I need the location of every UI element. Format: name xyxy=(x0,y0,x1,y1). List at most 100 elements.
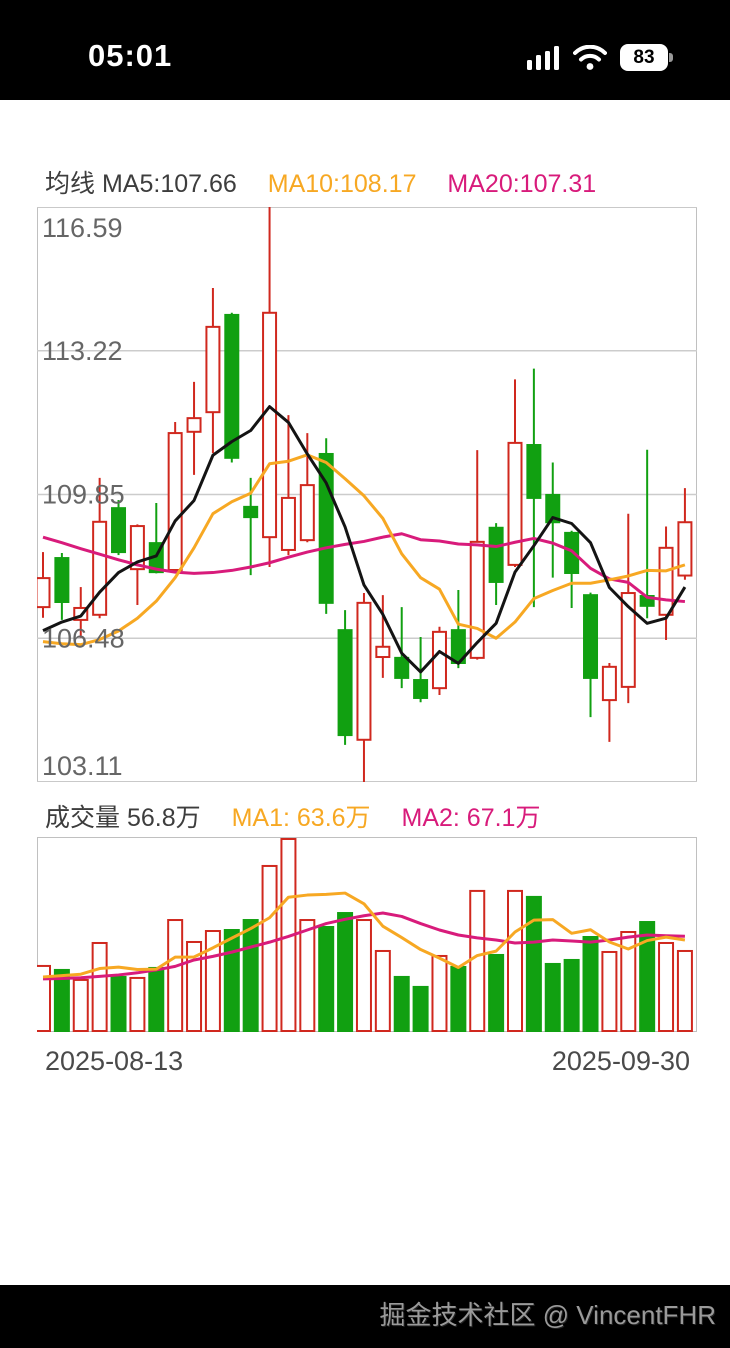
ma20-line xyxy=(42,532,686,604)
volume-bar-down xyxy=(223,929,240,1032)
y-tick-label: 103.11 xyxy=(42,751,123,781)
volume-ma2-value: MA2: 67.1万 xyxy=(401,804,541,832)
volume-bar-down xyxy=(488,953,505,1032)
candle-up xyxy=(167,432,183,572)
volume-svg xyxy=(35,837,697,1033)
candle-down xyxy=(488,526,504,583)
volume-bar-up xyxy=(601,950,618,1032)
volume-bar-up xyxy=(186,940,203,1032)
battery-percent: 83 xyxy=(633,46,655,68)
volume-bar-up xyxy=(167,919,184,1032)
ma10-line xyxy=(42,453,686,647)
candle-down xyxy=(526,444,542,499)
volume-label: 成交量 xyxy=(45,804,121,832)
volume-bar-up xyxy=(72,978,89,1032)
volume-bar-down xyxy=(525,895,542,1033)
watermark: 掘金技术社区 @ VincentFHR xyxy=(379,1300,716,1330)
volume-bar-down xyxy=(393,975,410,1033)
volume-bar-up xyxy=(129,976,146,1033)
candle-down xyxy=(243,505,259,519)
ma10-value: MA10:108.17 xyxy=(267,170,417,198)
volume-ma1-value: MA1: 63.6万 xyxy=(231,804,371,832)
candle-up xyxy=(35,577,51,609)
volume-chart[interactable] xyxy=(35,837,697,1033)
volume-bar-up xyxy=(299,919,316,1032)
signal-icon xyxy=(527,45,559,70)
candle-up xyxy=(431,630,447,690)
candle-up xyxy=(280,496,296,551)
volume-current-value: 56.8万 xyxy=(126,804,201,832)
volume-bar-up xyxy=(676,949,693,1032)
y-tick-label: 116.59 xyxy=(42,213,123,243)
volume-bar-down xyxy=(639,921,656,1032)
volume-bar-up xyxy=(374,949,391,1032)
candle-up xyxy=(658,546,674,616)
volume-bar-down xyxy=(148,966,165,1033)
candle-down xyxy=(583,594,599,679)
candle-up xyxy=(92,520,108,616)
y-tick-label: 109.85 xyxy=(42,480,125,510)
y-tick-label: 113.22 xyxy=(42,336,123,366)
ma5-value: MA5:107.66 xyxy=(101,170,237,198)
candle-up xyxy=(507,441,523,566)
x-axis-labels: 2025-08-13 2025-09-30 xyxy=(45,1046,690,1077)
candle-up xyxy=(620,592,636,688)
candle-up xyxy=(262,311,278,539)
volume-bar-up xyxy=(261,864,278,1033)
candle-up xyxy=(186,417,202,433)
y-axis-labels: 116.59 113.22 109.85 106.48 103.11 xyxy=(42,213,125,781)
candle-down xyxy=(545,493,561,524)
volume-ma1-line xyxy=(42,891,686,979)
candle-up xyxy=(205,325,221,414)
candle-down xyxy=(111,507,127,554)
candle-up xyxy=(677,521,693,577)
x-axis-end-date: 2025-09-30 xyxy=(551,1046,690,1076)
ma20-value: MA20:107.31 xyxy=(447,170,597,198)
candle-up xyxy=(375,645,391,659)
candle-down xyxy=(394,656,410,679)
volume-bar-up xyxy=(91,941,108,1032)
candle-down xyxy=(413,679,429,699)
volume-bars xyxy=(35,838,693,1033)
ma-header: 均线 MA5:107.66 MA10:108.17 MA20:107.31 xyxy=(45,164,596,200)
ma5-line xyxy=(42,405,687,674)
volume-bar-up xyxy=(469,889,486,1033)
volume-bar-up xyxy=(355,919,372,1032)
volume-bar-down xyxy=(582,935,599,1032)
candles xyxy=(35,207,693,782)
volume-bar-down xyxy=(242,919,259,1032)
volume-bar-down xyxy=(563,958,580,1032)
candle-up xyxy=(356,601,372,741)
candle-up xyxy=(299,484,315,542)
volume-bar-down xyxy=(337,912,354,1032)
wifi-icon xyxy=(573,45,607,70)
status-icons: 83 xyxy=(527,44,673,71)
volume-bar-down xyxy=(412,985,429,1032)
candlestick-svg: 116.59 113.22 109.85 106.48 103.11 xyxy=(35,206,697,783)
status-time: 05:01 xyxy=(88,38,173,73)
volume-bar-down xyxy=(110,975,127,1033)
volume-header: 成交量 56.8万 MA1: 63.6万 MA2: 67.1万 xyxy=(45,798,540,834)
volume-bar-up xyxy=(431,954,448,1032)
volume-bar-down xyxy=(53,968,70,1033)
candle-down xyxy=(564,531,580,574)
volume-bar-down xyxy=(318,926,335,1032)
candle-up xyxy=(129,525,145,571)
volume-bar-up xyxy=(620,931,637,1032)
volume-bar-down xyxy=(544,962,561,1032)
volume-bar-up xyxy=(658,941,675,1032)
chart-panel: 均线 MA5:107.66 MA10:108.17 MA20:107.31 11… xyxy=(0,100,730,1285)
candle-down xyxy=(337,629,353,737)
candlestick-chart[interactable]: 116.59 113.22 109.85 106.48 103.11 xyxy=(35,206,697,783)
battery-icon: 83 xyxy=(620,44,673,71)
volume-bar-up xyxy=(507,889,523,1033)
ma-header-label: 均线 xyxy=(45,170,96,198)
x-axis-start-date: 2025-08-13 xyxy=(45,1046,184,1076)
volume-ma2-line xyxy=(42,911,685,981)
candle-down xyxy=(54,557,70,603)
candle-up xyxy=(601,665,617,702)
status-bar: 05:01 83 xyxy=(0,0,730,100)
candle-down xyxy=(224,313,240,459)
y-tick-label: 106.48 xyxy=(42,623,125,653)
